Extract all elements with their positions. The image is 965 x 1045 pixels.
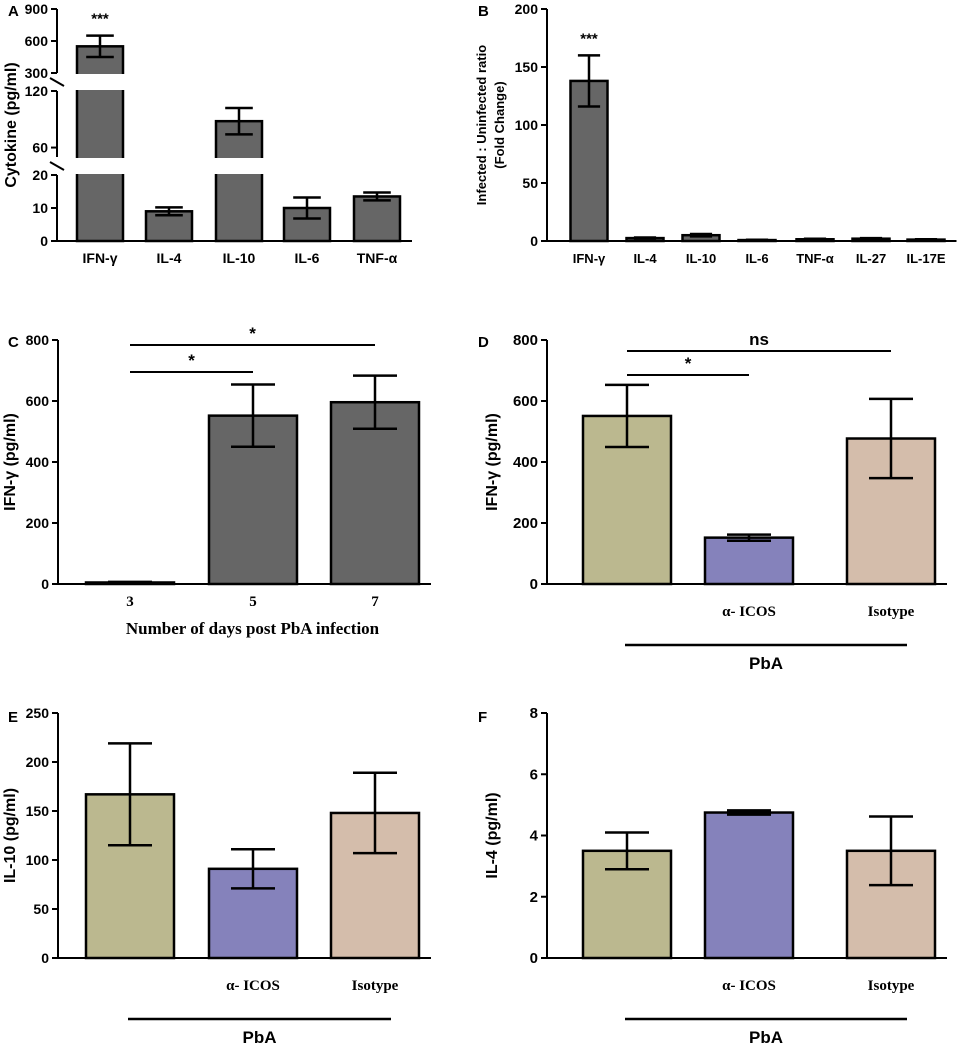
- panel-c-y-label: IFN-γ (pg/ml): [2, 413, 19, 511]
- panel-b-category-label: IL-4: [633, 251, 657, 266]
- panel-c: [52, 339, 431, 586]
- panel-d: [541, 339, 947, 647]
- panel-d-y-tick-label: 600: [513, 393, 538, 410]
- panel-e-category-label: Isotype: [352, 978, 399, 994]
- panel-e-y-tick-label: 150: [26, 803, 50, 819]
- panel-a-y-tick-label: 300: [25, 65, 49, 81]
- panel-a-y-tick-label: 600: [25, 33, 49, 49]
- panel-c-y-tick-label: 600: [26, 393, 50, 409]
- panel-a-y-tick-label: 0: [40, 233, 48, 249]
- panel-f: [541, 712, 947, 1021]
- panel-b-category-label: IFN-γ: [573, 251, 606, 266]
- panel-b-category-label: IL-27: [856, 251, 886, 266]
- panel-d-significance-label: ns: [749, 330, 769, 349]
- panel-a-y-tick-label: 900: [25, 1, 49, 17]
- panel-d-category-label: α- ICOS: [722, 604, 776, 620]
- panel-c-y-tick-label: 400: [26, 454, 50, 470]
- panel-b-y-tick-label: 0: [530, 233, 538, 249]
- panel-a-significance-stars: ***: [91, 11, 109, 28]
- panel-d-y-label: IFN-γ (pg/ml): [484, 413, 501, 511]
- panel-a-category-label: IL-4: [157, 250, 182, 266]
- panel-f-y-tick-label: 0: [530, 950, 538, 967]
- panel-a-letter: A: [8, 3, 19, 20]
- panel-b-y-tick-label: 200: [515, 1, 539, 17]
- panel-d-bar: [703, 536, 795, 586]
- panel-e-y-tick-label: 200: [26, 754, 50, 770]
- panel-a-category-label: IL-10: [223, 250, 256, 266]
- panel-a-bar: [214, 119, 264, 243]
- panel-c-category-label: 3: [126, 594, 134, 610]
- panel-d-category-label: Isotype: [868, 604, 915, 620]
- panel-a-bar-break-gap: [75, 158, 125, 174]
- panel-b-y-label-sub: (Fold Change): [492, 81, 507, 168]
- panel-b-y-tick-label: 100: [515, 117, 539, 133]
- panel-f-y-tick-label: 6: [530, 766, 538, 783]
- panel-d-group-label: PbA: [749, 654, 783, 673]
- panel-d-significance-label: *: [685, 354, 692, 373]
- panel-f-group-label: PbA: [749, 1028, 783, 1045]
- panel-d-y-tick-label: 800: [513, 332, 538, 349]
- panel-b: [541, 8, 957, 243]
- panel-a-axis-break-mark: [49, 77, 65, 87]
- panel-c-y-tick-label: 0: [41, 576, 49, 592]
- panel-b-letter: B: [478, 3, 489, 20]
- panel-f-y-label: IL-4 (pg/ml): [484, 792, 501, 878]
- panel-c-significance-label: *: [249, 324, 256, 343]
- panel-d-y-tick-label: 0: [530, 576, 538, 593]
- panel-c-significance-label: *: [188, 351, 195, 370]
- panel-b-category-label: IL-10: [686, 251, 716, 266]
- panel-a-category-label: IL-6: [295, 250, 320, 266]
- panel-a-y-tick-label: 10: [32, 200, 48, 216]
- panel-b-y-tick-label: 150: [515, 59, 539, 75]
- panel-e-y-tick-label: 250: [26, 705, 50, 721]
- panel-a-y-label: Cytokine (pg/ml): [3, 62, 20, 187]
- panel-c-y-tick-label: 200: [26, 515, 50, 531]
- panel-e-category-label: α- ICOS: [226, 978, 280, 994]
- panel-e-y-tick-label: 100: [26, 852, 50, 868]
- panel-f-y-tick-label: 4: [530, 828, 539, 845]
- panel-d-y-tick-label: 400: [513, 454, 538, 471]
- panel-e-bar: [84, 793, 176, 960]
- panel-c-x-label: Number of days post PbA infection: [126, 619, 380, 638]
- panel-a-bar-break-gap: [214, 158, 264, 174]
- panel-e-y-tick-label: 0: [41, 950, 49, 966]
- panel-e-letter: E: [8, 709, 18, 726]
- panel-f-category-label: α- ICOS: [722, 978, 776, 994]
- panel-e-group-label: PbA: [243, 1028, 277, 1045]
- panel-b-category-label: TNF-α: [796, 251, 834, 266]
- panel-c-letter: C: [8, 334, 19, 351]
- panel-d-letter: D: [478, 334, 489, 351]
- panel-e-y-tick-label: 50: [33, 901, 49, 917]
- panel-d-y-tick-label: 200: [513, 515, 538, 532]
- panel-b-category-label: IL-6: [745, 251, 768, 266]
- panel-a-y-tick-label: 20: [32, 167, 48, 183]
- panel-b-category-label: IL-17E: [906, 251, 945, 266]
- panel-e-y-label: IL-10 (pg/ml): [2, 788, 19, 883]
- panel-f-y-tick-label: 8: [530, 705, 538, 722]
- panel-f-bar: [703, 811, 795, 960]
- panel-b-y-label: Infected : Uninfected ratio: [474, 45, 489, 205]
- panel-f-letter: F: [478, 709, 487, 726]
- panel-c-bar: [329, 400, 421, 586]
- panel-a-bar: [352, 195, 402, 243]
- panel-e: [52, 712, 431, 1021]
- panel-a-y-tick-label: 120: [25, 83, 49, 99]
- panel-c-category-label: 7: [371, 594, 379, 610]
- panel-c-y-tick-label: 800: [26, 332, 50, 348]
- panel-a-category-label: IFN-γ: [83, 250, 118, 266]
- panel-f-category-label: Isotype: [868, 978, 915, 994]
- panel-c-category-label: 5: [249, 594, 257, 610]
- panel-a: [49, 8, 412, 243]
- panel-f-y-tick-label: 2: [530, 889, 538, 906]
- panel-b-significance-stars: ***: [580, 30, 598, 47]
- panel-a-bar-break-gap: [75, 74, 125, 90]
- panel-a-axis-break-mark: [49, 161, 65, 171]
- panel-a-y-tick-label: 60: [32, 140, 48, 156]
- panel-a-category-label: TNF-α: [357, 250, 398, 266]
- panel-b-y-tick-label: 50: [522, 175, 538, 191]
